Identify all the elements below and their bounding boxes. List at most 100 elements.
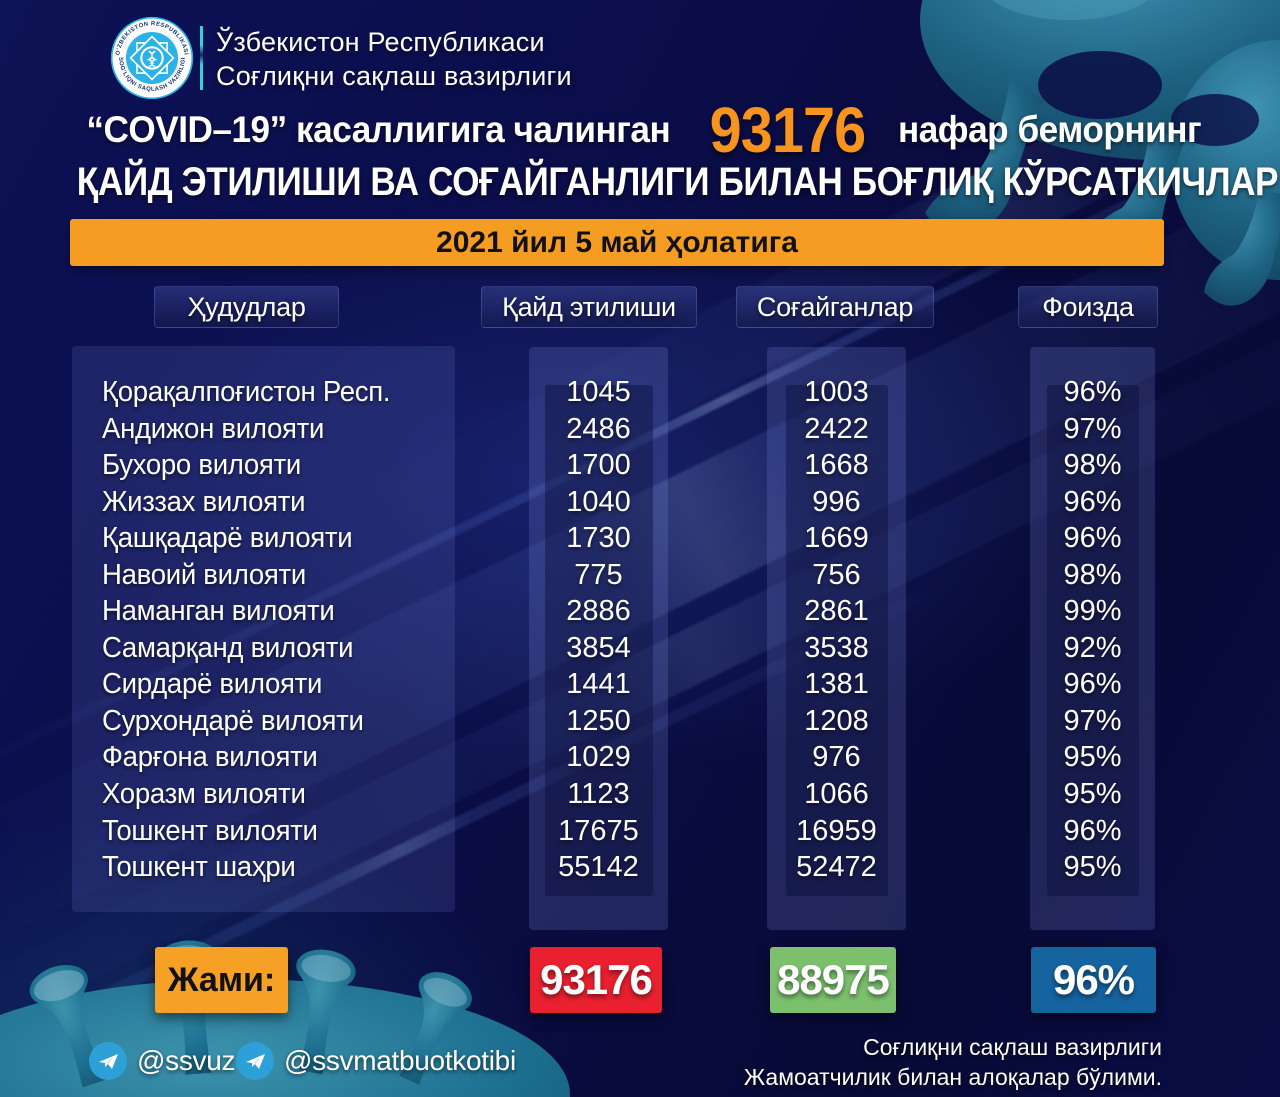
- percent-value: 97%: [1063, 412, 1122, 445]
- table-row: Фарғона вилояти 1029 976 95%: [0, 739, 1280, 776]
- recovered-value: 1668: [804, 449, 869, 482]
- percent-value: 99%: [1063, 595, 1122, 628]
- column-header-percent: Фоизда: [1018, 286, 1158, 328]
- region-name: Наманган вилояти: [102, 595, 335, 628]
- percent-value: 95%: [1063, 741, 1122, 774]
- ministry-logo: O‘ZBEKISTON RESPUBLIKASI SOG‘LIQNI SAQLA…: [110, 16, 194, 100]
- percent-value: 96%: [1063, 668, 1122, 701]
- region-name: Самарқанд вилояти: [102, 631, 354, 664]
- telegram-icon: [89, 1042, 127, 1080]
- header-divider: [200, 26, 203, 90]
- region-name: Жиззах вилояти: [102, 485, 306, 518]
- region-name: Навоий вилояти: [102, 558, 306, 591]
- table-row: Сирдарё вилояти 1441 1381 96%: [0, 666, 1280, 703]
- table-row: Сурхондарё вилояти 1250 1208 97%: [0, 703, 1280, 740]
- region-name: Фарғона вилояти: [102, 741, 318, 774]
- table-row: Қорақалпоғистон Респ. 1045 1003 96%: [0, 374, 1280, 411]
- registered-value: 1730: [566, 522, 631, 555]
- region-name: Сурхондарё вилояти: [102, 704, 364, 737]
- percent-value: 98%: [1063, 558, 1122, 591]
- table-row: Жиззах вилояти 1040 996 96%: [0, 484, 1280, 521]
- registered-value: 1441: [566, 668, 631, 701]
- footer-department: Соғлиқни сақлаш вазирлиги Жамоатчилик би…: [744, 1032, 1162, 1092]
- recovered-value: 976: [812, 741, 861, 774]
- registered-value: 1045: [566, 376, 631, 408]
- region-name: Тошкент шаҳри: [102, 851, 296, 884]
- telegram-icon: [236, 1042, 274, 1080]
- telegram-handle[interactable]: @ssvmatbuotkotibi: [284, 1045, 516, 1076]
- column-header-regions: Ҳудудлар: [154, 286, 339, 328]
- registered-value: 55142: [558, 851, 639, 884]
- registered-value: 3854: [566, 631, 631, 664]
- column-header-recovered: Соғайганлар: [736, 286, 934, 328]
- registered-value: 1040: [566, 485, 631, 518]
- region-name: Сирдарё вилояти: [102, 668, 323, 701]
- table-row: Самарқанд вилояти 3854 3538 92%: [0, 630, 1280, 667]
- region-name: Қорақалпоғистон Респ.: [102, 376, 391, 408]
- total-cases-highlight: 93176: [709, 94, 867, 166]
- table-row: Наманган вилояти 2886 2861 99%: [0, 593, 1280, 630]
- ministry-line2: Соғлиқни сақлаш вазирлиги: [216, 61, 572, 91]
- column-header-registered: Қайд этилиши: [481, 286, 697, 328]
- region-name: Қашқадарё вилояти: [102, 522, 353, 555]
- percent-value: 95%: [1063, 851, 1122, 884]
- recovered-value: 2861: [804, 595, 869, 628]
- registered-value: 2486: [566, 412, 631, 445]
- recovered-value: 52472: [796, 851, 877, 884]
- region-name: Хоразм вилояти: [102, 778, 306, 811]
- region-name: Бухоро вилояти: [102, 449, 302, 482]
- totals-label: Жами:: [155, 947, 288, 1013]
- recovered-value: 1066: [804, 778, 869, 811]
- recovered-value: 1208: [804, 704, 869, 737]
- table-body: Қорақалпоғистон Респ. 1045 1003 96% Андижон …: [0, 374, 1280, 886]
- table-row: Навоий вилояти 775 756 98%: [0, 557, 1280, 594]
- table-row: Хоразм вилояти 1123 1066 95%: [0, 776, 1280, 813]
- registered-value: 1250: [566, 704, 631, 737]
- telegram-link-ssvuz[interactable]: @ssvuz: [89, 1042, 236, 1080]
- recovered-value: 2422: [804, 412, 869, 445]
- recovered-value: 756: [812, 558, 861, 591]
- percent-value: 96%: [1063, 522, 1122, 555]
- telegram-link-ssvmatbuotkotibi[interactable]: @ssvmatbuotkotibi: [236, 1042, 516, 1080]
- registered-value: 2886: [566, 595, 631, 628]
- recovered-value: 3538: [804, 631, 869, 664]
- totals-percent: 96%: [1031, 947, 1156, 1013]
- ministry-line1: Ўзбекистон Республикаси: [216, 27, 545, 57]
- title-prefix: “COVID–19” касаллигига чалинган: [86, 109, 670, 150]
- region-name: Тошкент вилояти: [102, 814, 318, 847]
- title-suffix: нафар беморнинг: [898, 109, 1202, 150]
- recovered-value: 16959: [796, 814, 877, 847]
- recovered-value: 1381: [804, 668, 869, 701]
- percent-value: 96%: [1063, 376, 1122, 408]
- percent-value: 97%: [1063, 704, 1122, 737]
- registered-value: 775: [574, 558, 623, 591]
- registered-value: 1029: [566, 741, 631, 774]
- poster-title-line1: “COVID–19” касаллигига чалинган 93176 на…: [0, 94, 1280, 166]
- ministry-name: Ўзбекистон Республикаси Соғлиқни сақлаш …: [216, 25, 572, 93]
- table-row: Қашқадарё вилояти 1730 1669 96%: [0, 520, 1280, 557]
- table-row: Тошкент вилояти 17675 16959 96%: [0, 813, 1280, 850]
- table-row: Тошкент шаҳри 55142 52472 95%: [0, 849, 1280, 886]
- recovered-value: 996: [812, 485, 861, 518]
- totals-registered: 93176: [530, 947, 662, 1013]
- footer-dept-line2: Жамоатчилик билан алоқалар бўлими.: [743, 1064, 1162, 1090]
- percent-value: 95%: [1063, 778, 1122, 811]
- telegram-handle[interactable]: @ssvuz: [137, 1045, 236, 1076]
- percent-value: 98%: [1063, 449, 1122, 482]
- date-banner: 2021 йил 5 май ҳолатига: [70, 219, 1164, 266]
- dna-icon: [146, 50, 158, 68]
- table-row: Бухоро вилояти 1700 1668 98%: [0, 447, 1280, 484]
- percent-value: 92%: [1063, 631, 1122, 664]
- registered-value: 1123: [567, 778, 630, 811]
- recovered-value: 1669: [804, 522, 869, 555]
- footer-dept-line1: Соғлиқни сақлаш вазирлиги: [863, 1034, 1162, 1060]
- recovered-value: 1003: [804, 376, 869, 408]
- poster-title-line2: ҚАЙД ЭТИЛИШИ ВА СОҒАЙГАНЛИГИ БИЛАН БОҒЛИ…: [76, 160, 1280, 204]
- registered-value: 1700: [566, 449, 631, 482]
- percent-value: 96%: [1063, 814, 1122, 847]
- percent-value: 96%: [1063, 485, 1122, 518]
- region-name: Андижон вилояти: [102, 412, 325, 445]
- table-row: Андижон вилояти 2486 2422 97%: [0, 411, 1280, 448]
- registered-value: 17675: [558, 814, 639, 847]
